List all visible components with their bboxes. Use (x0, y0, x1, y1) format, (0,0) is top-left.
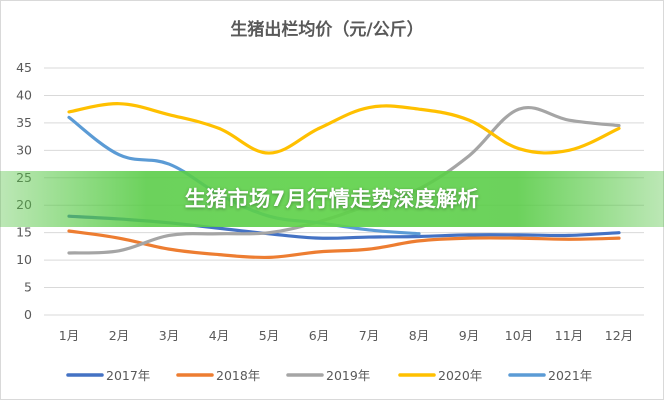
legend-label: 2019年 (326, 368, 370, 383)
x-axis-ticks: 1月 2月 3月 4月 5月 6月 7月 8月 9月 10月 11月 12月 (59, 328, 633, 343)
x-tick-label: 9月 (459, 328, 479, 343)
headline-text: 生猪市场7月行情走势深度解析 (184, 187, 480, 211)
x-tick-label: 6月 (309, 328, 329, 343)
x-tick-label: 4月 (209, 328, 229, 343)
y-tick-label: 5 (24, 280, 32, 295)
y-tick-label: 10 (16, 252, 32, 267)
x-tick-label: 8月 (409, 328, 429, 343)
x-tick-label: 11月 (555, 328, 583, 343)
legend-label: 2017年 (106, 368, 150, 383)
y-tick-label: 30 (16, 142, 32, 157)
y-tick-label: 0 (24, 307, 32, 322)
x-tick-label: 1月 (59, 328, 79, 343)
headline-banner (0, 171, 664, 227)
y-tick-label: 40 (16, 87, 32, 102)
legend: 2017年 2018年 2019年 2020年 2021年 (66, 368, 592, 383)
y-tick-label: 35 (16, 115, 32, 130)
x-tick-label: 2月 (109, 328, 129, 343)
series-line-2020年 (67, 102, 621, 155)
y-tick-label: 15 (16, 225, 32, 240)
x-tick-label: 12月 (605, 328, 633, 343)
x-tick-label: 5月 (259, 328, 279, 343)
chart-title: 生猪出栏均价（元/公斤） (230, 19, 423, 40)
x-tick-label: 7月 (359, 328, 379, 343)
series-line-2018年 (67, 229, 621, 260)
legend-label: 2020年 (438, 368, 482, 383)
legend-label: 2021年 (548, 368, 592, 383)
x-tick-label: 10月 (505, 328, 533, 343)
y-tick-label: 45 (16, 60, 32, 75)
legend-label: 2018年 (216, 368, 260, 383)
x-tick-label: 3月 (159, 328, 179, 343)
